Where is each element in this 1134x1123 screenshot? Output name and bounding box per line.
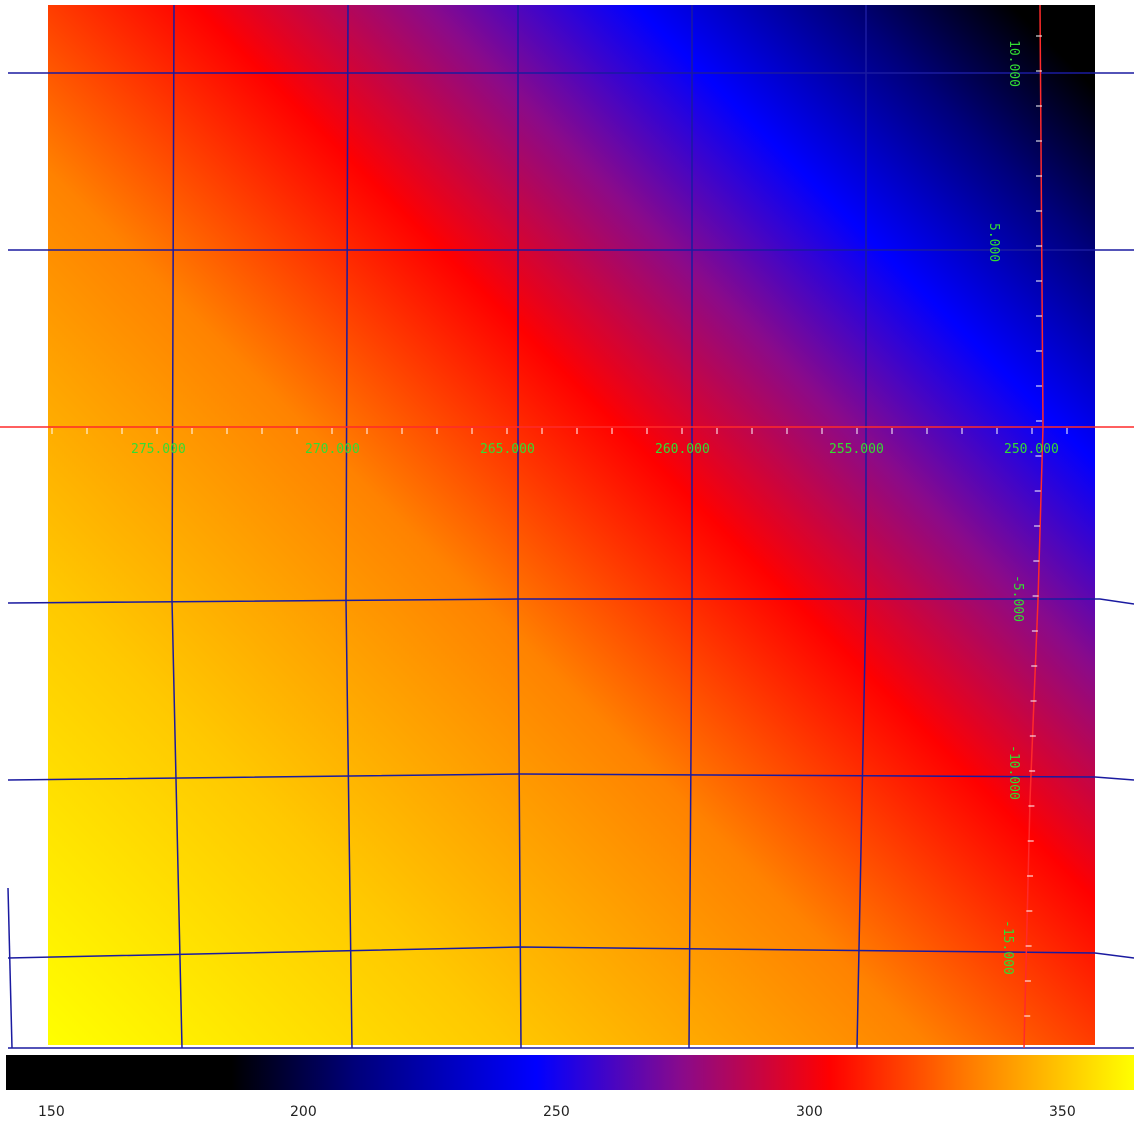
axes xyxy=(0,4,1134,1049)
ra-label: 275.000 xyxy=(131,442,186,457)
sky-map-viewer[interactable]: 275.000 270.000 265.000 260.000 255.000 … xyxy=(0,0,1134,1050)
ra-grid-line xyxy=(688,5,693,1049)
image-frame-edge xyxy=(7,887,13,1049)
dec-grid-line xyxy=(7,773,1134,781)
ra-label: 255.000 xyxy=(829,442,884,457)
colorbar-graphic: 150 200 250 300 350 xyxy=(6,1055,1134,1120)
coordinate-grid xyxy=(7,4,1134,1049)
intensity-field xyxy=(48,5,1095,1045)
ra-labels: 275.000 270.000 265.000 260.000 255.000 … xyxy=(131,442,1059,457)
axis-ticks xyxy=(51,428,1068,434)
colorbar-tick-label: 350 xyxy=(1049,1104,1076,1120)
ra-label: 260.000 xyxy=(655,442,710,457)
sky-map-image[interactable]: 275.000 270.000 265.000 260.000 255.000 … xyxy=(0,0,1134,1050)
colorbar-tick-label: 300 xyxy=(796,1104,823,1120)
ra-grid-line xyxy=(856,5,867,1049)
colorbar: 150 200 250 300 350 xyxy=(0,1050,1134,1123)
dec-label: -10.000 xyxy=(1006,745,1021,800)
dec-label: -15.000 xyxy=(1000,920,1015,975)
dec-label: 5.000 xyxy=(986,223,1001,262)
dec-axis-line xyxy=(1023,4,1044,1049)
dec-axis-ticks xyxy=(1024,35,1042,1017)
ra-label: 250.000 xyxy=(1004,442,1059,457)
colorbar-labels: 150 200 250 300 350 xyxy=(38,1104,1076,1120)
colorbar-strip xyxy=(6,1055,1134,1090)
ra-label: 270.000 xyxy=(305,442,360,457)
dec-grid-line xyxy=(7,946,1134,959)
colorbar-tick-label: 200 xyxy=(290,1104,317,1120)
colorbar-tick-label: 250 xyxy=(543,1104,570,1120)
ra-grid-line xyxy=(517,5,522,1049)
ra-grid-line xyxy=(345,4,353,1049)
ra-grid-line xyxy=(171,4,183,1049)
dec-labels: 10.000 5.000 -5.000 -10.000 -15.000 xyxy=(986,40,1025,975)
ra-label: 265.000 xyxy=(480,442,535,457)
colorbar-tick-label: 150 xyxy=(38,1104,65,1120)
dec-label: -5.000 xyxy=(1010,575,1025,622)
dec-grid-line xyxy=(7,598,1134,605)
dec-label: 10.000 xyxy=(1006,40,1021,87)
